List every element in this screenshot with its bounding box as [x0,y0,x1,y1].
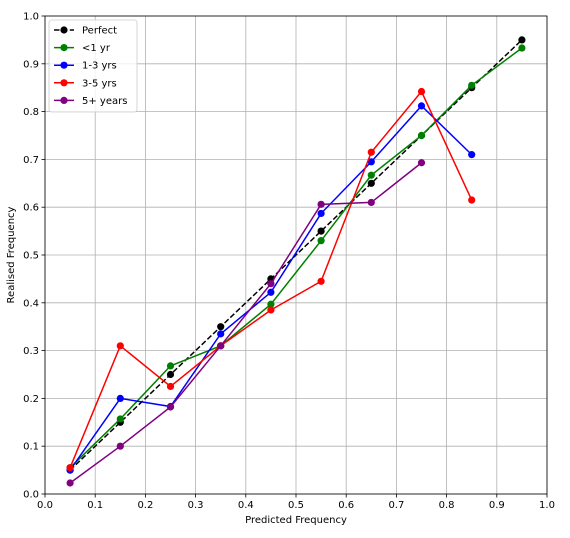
legend-entry: Perfect [54,26,117,37]
x-tick-label: 0.6 [338,500,354,511]
data-point [468,81,476,89]
data-point [317,209,325,218]
data-point [417,131,426,140]
data-point [367,198,375,207]
series-line [69,39,523,471]
data-point [367,171,375,179]
data-point [367,158,375,166]
data-point [367,148,375,156]
data-point [267,306,275,314]
series-layer [66,36,526,487]
legend-marker [60,79,68,87]
y-tick-label: 0.9 [23,59,39,70]
legend-entry: <1 yr [54,43,111,54]
x-tick-label: 0.1 [87,500,103,511]
y-tick-label: 0.8 [23,107,39,118]
legend-marker [60,44,68,52]
x-tick-label: 0.5 [288,500,304,511]
legend-marker [60,96,68,104]
y-tick-label: 1.0 [23,12,39,23]
x-tick-label: 0.0 [37,500,53,511]
y-tick-label: 0.0 [23,490,39,501]
data-point [267,280,275,288]
x-tick-label: 0.3 [188,500,204,511]
legend-entry: 1-3 yrs [54,61,117,72]
data-point [468,151,476,159]
series-line [69,47,523,469]
data-point [166,370,175,379]
y-tick-label: 0.3 [23,346,39,357]
data-point [267,300,275,308]
y-tick-label: 0.5 [23,251,39,262]
data-point [367,179,375,187]
legend-entry: 3-5 yrs [54,78,117,89]
data-point [317,200,325,208]
data-point [66,464,74,472]
data-point [166,382,175,391]
x-axis-label: Predicted Frequency [245,515,347,526]
data-point [217,330,225,338]
y-tick-label: 0.7 [23,155,39,166]
legend-box [48,19,138,113]
data-point [518,36,526,44]
data-point [518,44,526,52]
data-point [166,403,175,411]
series-4 [66,159,426,487]
legend-label: 5+ years [82,96,127,107]
x-tick-label: 0.9 [489,500,505,511]
legend-label: <1 yr [82,43,111,54]
axes: 0.0 0.1 0.2 0.3 0.4 0.5 0.6 0.7 0.8 0.9 1.0 0.0 0.1 0… [23,12,555,512]
data-point [166,362,175,370]
data-point [116,442,124,450]
legend: Perfect <1 yr 1-3 yrs 3-5 yrs 5+ years [48,19,138,113]
legend-label: 1-3 yrs [82,61,117,72]
y-tick-label: 0.2 [23,394,39,405]
legend-label: Perfect [82,26,117,37]
x-tick-label: 1.0 [539,500,555,511]
data-point [66,479,74,487]
y-tick-label: 0.4 [23,298,39,309]
y-tick-label: 0.1 [23,442,39,453]
data-point [116,342,124,350]
data-point [468,196,476,204]
series-line [69,162,422,484]
legend-entry: 5+ years [54,96,127,107]
y-tick-label: 0.6 [23,203,39,214]
data-point [317,237,325,245]
y-axis-label: Realised Frequency [6,206,17,303]
data-point [317,227,325,235]
legend-label: 3-5 yrs [82,78,117,89]
x-tick-label: 0.7 [388,500,404,511]
data-point [217,342,225,350]
x-tick-label: 0.2 [137,500,153,511]
legend-marker [60,26,68,34]
data-point [217,323,225,331]
data-point [417,87,426,96]
x-tick-label: 0.8 [439,500,455,511]
legend-marker [60,61,68,69]
data-point [417,102,426,110]
data-point [116,394,124,402]
data-point [417,159,426,167]
data-point [267,288,275,296]
x-tick-label: 0.4 [238,500,254,511]
data-point [317,277,325,285]
data-point [116,415,124,423]
